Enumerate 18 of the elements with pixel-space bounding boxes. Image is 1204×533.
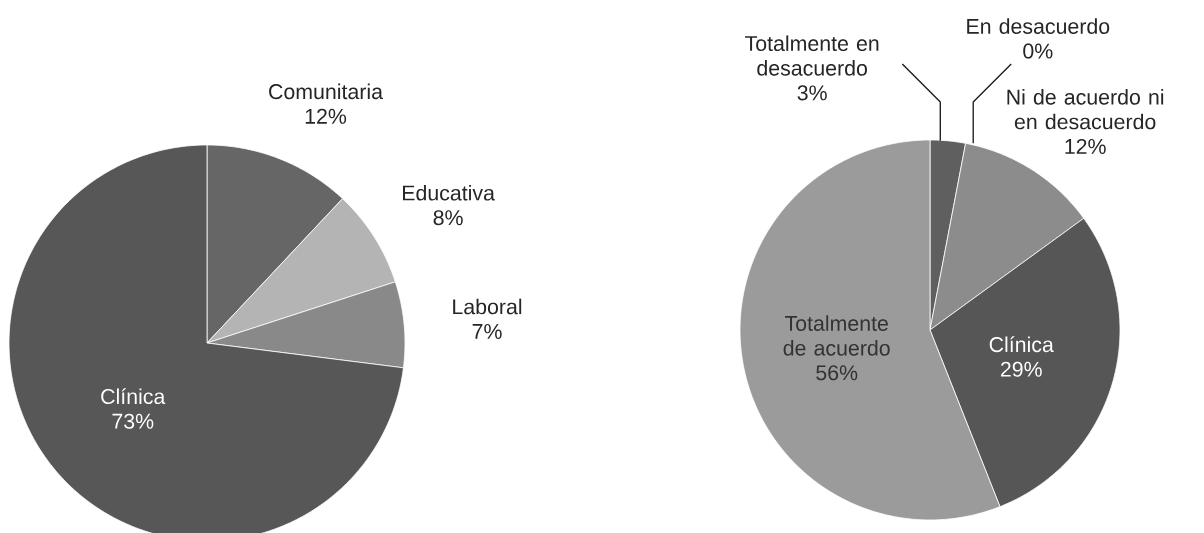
text: 0% bbox=[1023, 43, 1053, 59]
data-label: 56% bbox=[816, 365, 858, 381]
slice-label: Clínica bbox=[101, 388, 166, 405]
slice-label: Comunitaria bbox=[269, 83, 383, 100]
slice-label: Totalmente de acuerdo bbox=[783, 315, 890, 356]
slice-label: Educativa bbox=[403, 184, 495, 201]
slice-label: Clínica bbox=[989, 336, 1054, 353]
slice-label: Laboral bbox=[453, 298, 522, 315]
data-label: 73% bbox=[112, 413, 154, 429]
data-label: 3% bbox=[797, 85, 827, 101]
category-label: En desacuerdo bbox=[967, 18, 1110, 34]
data-label: 7% bbox=[472, 323, 502, 339]
data-label: 8% bbox=[433, 210, 463, 226]
data-label: 12% bbox=[1065, 138, 1106, 154]
slice-label: Totalmente en desacuerdo bbox=[745, 35, 879, 76]
data-label: 12% bbox=[305, 108, 347, 124]
slice-label: Ni de acuerdo ni en desacuerdo bbox=[1007, 88, 1164, 130]
data-label: 29% bbox=[1000, 361, 1042, 377]
